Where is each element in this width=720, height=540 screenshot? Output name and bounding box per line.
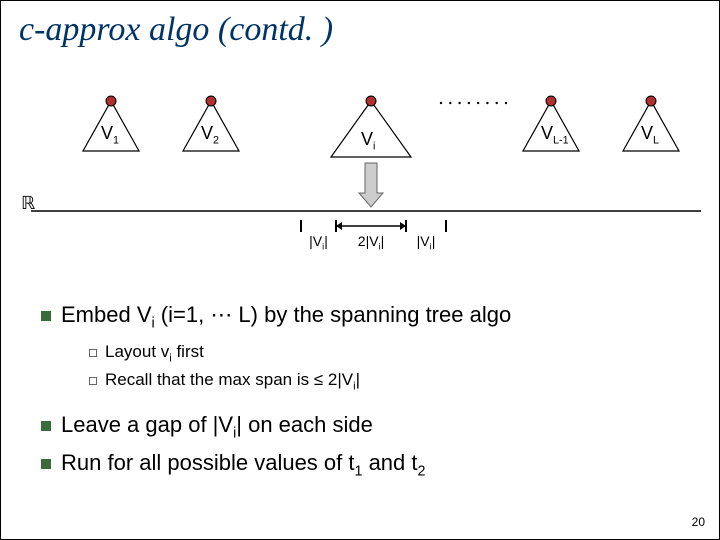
diagram-svg: V1V2ViVL-1VL|Vi|2|Vi||Vi|: [1, 71, 720, 271]
ellipsis-dot: [440, 102, 442, 104]
bullet-square-small-icon: [89, 349, 97, 357]
bullet-main: Run for all possible values of t1 and t2: [41, 449, 425, 481]
ellipsis-dot: [468, 102, 470, 104]
bullet-square-small-icon: [89, 377, 97, 385]
root-node-0: [106, 96, 116, 106]
bullet-text: Layout vi first: [105, 342, 204, 361]
ellipsis-dot: [449, 102, 451, 104]
ellipsis-dot: [496, 102, 498, 104]
span-label: 2|Vi|: [358, 233, 384, 252]
span-label: |Vi|: [417, 233, 436, 252]
bullet-main: Leave a gap of |Vi| on each side: [41, 411, 373, 443]
ellipsis-dot: [477, 102, 479, 104]
root-node-4: [646, 96, 656, 106]
ellipsis-dot: [458, 102, 460, 104]
root-node-2: [366, 96, 376, 106]
slide-title: c-approx algo (contd. ): [19, 11, 333, 49]
bullet-sub: Recall that the max span is ≤ 2|Vi|: [89, 367, 360, 395]
bullet-main: Embed Vi (i=1, ⋯ L) by the spanning tree…: [41, 301, 511, 333]
bullet-sub: Layout vi first: [89, 339, 204, 367]
bullet-square-icon: [41, 459, 51, 469]
span-label: |Vi|: [309, 233, 328, 252]
bullet-square-icon: [41, 311, 51, 321]
bullet-square-icon: [41, 421, 51, 431]
embed-arrow-icon: [359, 163, 383, 207]
ellipsis-dot: [486, 102, 488, 104]
title-rest: -approx algo (contd. ): [34, 11, 333, 48]
root-node-3: [546, 96, 556, 106]
slide-number: 20: [692, 515, 705, 529]
bullet-text: Embed Vi (i=1, ⋯ L) by the spanning tree…: [61, 302, 511, 327]
root-node-1: [206, 96, 216, 106]
title-prefix: c: [19, 11, 34, 48]
bullet-text: Run for all possible values of t1 and t2: [61, 450, 425, 475]
bullet-text: Leave a gap of |Vi| on each side: [61, 412, 373, 437]
bullet-text: Recall that the max span is ≤ 2|Vi|: [105, 370, 360, 389]
ellipsis-dot: [505, 102, 507, 104]
slide: c-approx algo (contd. ) ℝ V1V2ViVL-1VL|V…: [0, 0, 720, 540]
